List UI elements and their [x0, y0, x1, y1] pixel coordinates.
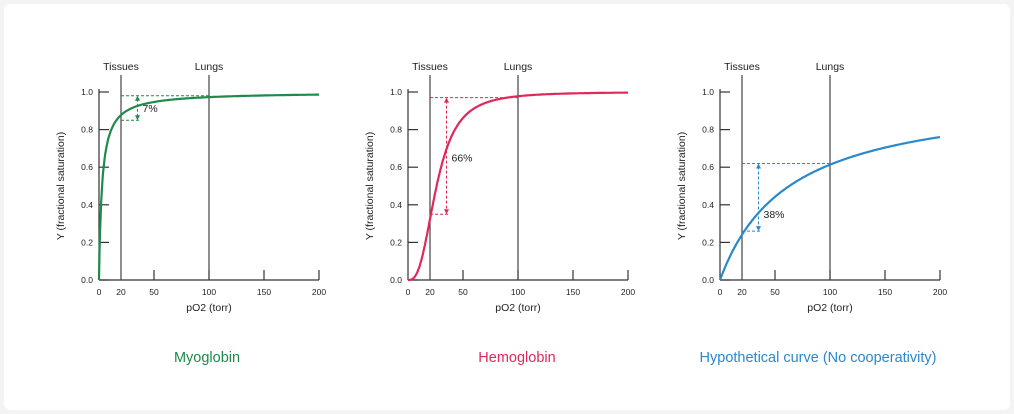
y-tick-label: 1.0 — [702, 87, 714, 97]
x-tick-label: 50 — [149, 287, 159, 297]
x-tick-label: 20 — [116, 287, 126, 297]
y-tick-label: 0.8 — [702, 125, 714, 135]
x-tick-label: 20 — [425, 287, 435, 297]
arrowhead-down-icon — [135, 115, 140, 121]
marker-label: Lungs — [504, 61, 533, 73]
y-tick-label: 0.6 — [81, 162, 93, 172]
x-axis-label: pO2 (torr) — [186, 302, 232, 314]
saturation-curve — [408, 91, 628, 282]
x-tick-label: 200 — [312, 287, 326, 297]
y-tick-label: 1.0 — [390, 87, 402, 97]
x-tick-label: 100 — [511, 287, 525, 297]
x-tick-label: 150 — [878, 287, 892, 297]
x-tick-label: 150 — [566, 287, 580, 297]
saturation-curve — [718, 135, 941, 281]
arrowhead-up-icon — [444, 97, 449, 103]
x-tick-label: 50 — [458, 287, 468, 297]
marker-label: Lungs — [816, 61, 845, 73]
y-tick-label: 0.8 — [81, 125, 93, 135]
y-tick-label: 0.0 — [390, 275, 402, 285]
y-tick-label: 0.6 — [702, 162, 714, 172]
x-tick-label: 20 — [737, 287, 747, 297]
difference-label: 7% — [143, 103, 158, 115]
chart-panel-1: 0.0 0.2 0.4 0.6 0.8 1.0 0 20 50 100 150 200 Tissues L… — [55, 61, 326, 366]
chart-title: Hypothetical curve (No cooperativity) — [700, 350, 937, 366]
y-tick-label: 0.6 — [390, 162, 402, 172]
marker-label: Tissues — [724, 61, 760, 73]
y-tick-label: 0.2 — [702, 237, 714, 247]
x-tick-label: 150 — [257, 287, 271, 297]
x-tick-label: 100 — [202, 287, 216, 297]
x-tick-label: 50 — [770, 287, 780, 297]
arrowhead-up-icon — [756, 163, 761, 169]
figure-card — [4, 4, 1010, 410]
saturation-curve — [97, 93, 319, 281]
marker-label: Tissues — [412, 61, 448, 73]
x-tick-label: 0 — [97, 287, 102, 297]
y-tick-label: 0.2 — [390, 237, 402, 247]
arrowhead-down-icon — [444, 209, 449, 215]
x-axis-label: pO2 (torr) — [495, 302, 541, 314]
marker-label: Tissues — [103, 61, 139, 73]
x-tick-label: 100 — [823, 287, 837, 297]
y-axis-label: Y (fractional saturation) — [364, 132, 376, 240]
x-tick-label: 0 — [718, 287, 723, 297]
y-tick-label: 0.0 — [81, 275, 93, 285]
arrowhead-down-icon — [756, 226, 761, 232]
y-tick-label: 0.4 — [81, 200, 93, 210]
x-tick-label: 200 — [621, 287, 635, 297]
difference-label: 38% — [764, 209, 785, 221]
y-tick-label: 0.8 — [390, 125, 402, 135]
x-tick-label: 200 — [933, 287, 947, 297]
y-tick-label: 0.4 — [702, 200, 714, 210]
y-axis-label: Y (fractional saturation) — [676, 132, 688, 240]
x-tick-label: 0 — [406, 287, 411, 297]
marker-label: Lungs — [195, 61, 224, 73]
chart-title: Myoglobin — [174, 350, 240, 366]
chart-panel-3: 0.0 0.2 0.4 0.6 0.8 1.0 0 20 50 100 150 200 Tissues L… — [676, 61, 947, 366]
x-axis-label: pO2 (torr) — [807, 302, 853, 314]
chart-panel-2: 0.0 0.2 0.4 0.6 0.8 1.0 0 20 50 100 150 200 Tissues L… — [364, 61, 635, 366]
arrowhead-up-icon — [135, 95, 140, 101]
y-tick-label: 1.0 — [81, 87, 93, 97]
y-tick-label: 0.0 — [702, 275, 714, 285]
y-tick-label: 0.4 — [390, 200, 402, 210]
y-tick-label: 0.2 — [81, 237, 93, 247]
chart-title: Hemoglobin — [478, 350, 555, 366]
difference-label: 66% — [452, 153, 473, 165]
y-axis-label: Y (fractional saturation) — [55, 132, 67, 240]
